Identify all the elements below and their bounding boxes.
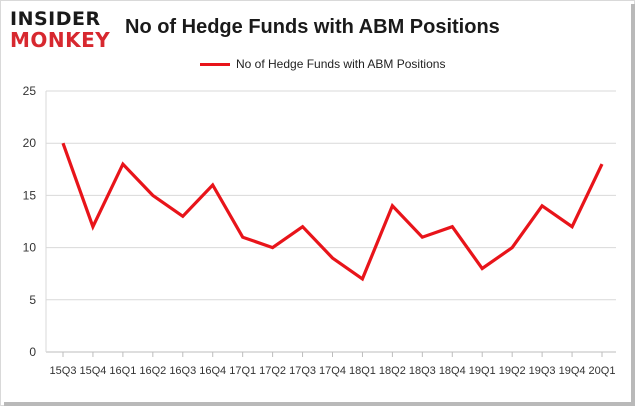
logo-line-1: INSIDER [10,8,101,30]
y-axis-ticks: 0 5 10 15 20 25 [23,84,37,359]
y-tick-label: 10 [23,241,37,255]
x-axis-ticks: 15Q3 15Q4 16Q1 16Q2 16Q3 16Q4 17Q1 17Q2 17Q3 17Q4… [50,352,616,377]
legend-swatch [200,62,230,66]
x-tick-label: 20Q1 [589,365,616,377]
x-tick-label: 19Q1 [469,365,496,377]
x-tick-label: 18Q4 [439,365,466,377]
y-tick-label: 15 [23,188,37,202]
y-tick-label: 20 [23,136,37,150]
x-tick-label: 15Q4 [79,365,106,377]
legend-label: No of Hedge Funds with ABM Positions [236,57,446,71]
y-tick-label: 5 [29,293,36,307]
x-tick-label: 16Q3 [169,365,196,377]
x-tick-label: 19Q3 [529,365,556,377]
x-tick-label: 17Q4 [319,365,346,377]
grid-lines [45,90,616,353]
x-tick-label: 16Q4 [199,365,226,377]
x-tick-label: 17Q2 [259,365,286,377]
y-tick-label: 25 [23,84,37,98]
frame-shadow-right [631,4,635,406]
x-tick-label: 18Q2 [379,365,406,377]
x-tick-label: 19Q4 [559,365,586,377]
x-tick-label: 17Q1 [229,365,256,377]
x-tick-label: 18Q1 [349,365,376,377]
frame-shadow-bottom [4,402,635,406]
x-tick-label: 17Q3 [289,365,316,377]
x-tick-label: 16Q1 [109,365,136,377]
x-tick-label: 18Q3 [409,365,436,377]
chart-title: No of Hedge Funds with ABM Positions [125,16,500,38]
x-tick-label: 16Q2 [139,365,166,377]
x-tick-label: 19Q2 [499,365,526,377]
series-line-0 [61,142,604,282]
chart-legend: No of Hedge Funds with ABM Positions [200,57,445,71]
series-layer [61,142,604,282]
insider-monkey-logo: INSIDER MONKEY [10,8,114,52]
y-tick-label: 0 [29,345,36,359]
x-tick-label: 15Q3 [50,365,77,377]
logo-line-2: MONKEY [10,28,111,52]
